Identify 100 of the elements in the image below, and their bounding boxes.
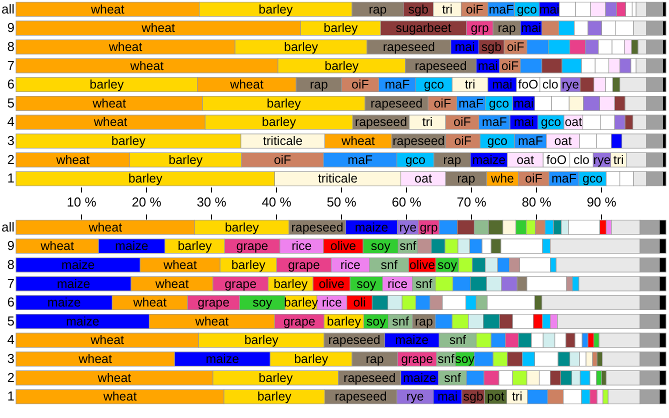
data-label: oiF [351, 78, 370, 92]
data-label: snf [416, 276, 433, 291]
data-label: wheat [90, 333, 125, 348]
data-label: maize [472, 152, 506, 167]
data-label: wheat [140, 21, 176, 36]
data-label: rap [457, 172, 476, 186]
data-label: oiF [525, 172, 543, 186]
data-label: foO [546, 152, 567, 167]
data-label: soy [366, 314, 387, 328]
data-label: barley [128, 172, 164, 186]
data-label: soy [370, 239, 392, 254]
data-label: grape [401, 352, 434, 366]
data-label: wheat [194, 314, 230, 328]
data-label: rap [366, 352, 384, 366]
x-tick-label: 20 % [132, 194, 162, 210]
y-tick-label: 6 [7, 294, 14, 310]
data-label: maize [395, 333, 429, 348]
data-label: barley [294, 352, 329, 366]
data-label: snf [400, 239, 417, 254]
data-label: tri [464, 78, 476, 92]
x-tick-label: 60 % [392, 194, 422, 210]
data-label: barley [224, 220, 260, 234]
y-tick-label: all [1, 219, 15, 234]
data-label: wheat [92, 115, 128, 130]
data-label: wheat [88, 220, 123, 234]
data-label: mai [514, 96, 534, 110]
data-label: barley [257, 390, 292, 404]
x-tick-label: 80 % [522, 194, 552, 210]
data-label: maF [488, 2, 514, 16]
y-tick-label: 1 [7, 388, 14, 404]
y-tick-label: 8 [7, 256, 14, 272]
data-label: oiF [466, 2, 484, 16]
data-label: maize [61, 258, 95, 272]
data-label: wheat [40, 239, 74, 254]
data-label: barley [284, 40, 319, 54]
y-tick-label: 1 [7, 170, 14, 186]
data-label: gco [424, 78, 444, 92]
data-label: oat [564, 115, 583, 130]
data-label: wheat [340, 134, 376, 148]
data-label: wheat [55, 152, 90, 167]
data-label: rye [593, 152, 611, 167]
data-label: barley [266, 96, 302, 110]
data-label: grape [198, 296, 230, 310]
y-tick-label: 7 [7, 58, 14, 73]
data-label: barley [178, 239, 213, 254]
data-label: rapeseed [414, 58, 467, 73]
data-label: oat [414, 172, 432, 186]
data-label: tri [512, 390, 522, 404]
y-tick-label: 2 [7, 152, 14, 167]
y-tick-label: 9 [7, 238, 14, 254]
data-label: gco [487, 134, 508, 148]
data-label: gco [540, 115, 562, 130]
data-label: rapeseed [328, 333, 380, 348]
data-label: sgb [408, 2, 428, 16]
data-label: triticale [318, 172, 358, 186]
x-tick-label: 50 % [326, 194, 357, 210]
data-label: maize [115, 239, 148, 254]
x-tick-label: 40 % [262, 194, 292, 210]
data-label: maize [47, 296, 81, 310]
data-label: soy [252, 296, 273, 310]
data-label: oli [353, 296, 366, 310]
y-tick-label: 7 [7, 276, 14, 291]
data-label: snf [380, 258, 398, 272]
data-label: triticale [263, 134, 303, 148]
data-label: barley [231, 258, 266, 272]
y-tick-label: all [1, 1, 15, 16]
data-label: wheat [78, 352, 113, 366]
data-label: rap [310, 78, 328, 92]
data-label: wheat [229, 78, 264, 92]
data-label: rapeseed [291, 220, 344, 234]
data-label: wheat [129, 58, 164, 73]
data-label: barley [258, 370, 294, 385]
y-tick-label: 5 [7, 95, 14, 110]
data-label: olive [318, 276, 344, 291]
data-label: maize [354, 220, 388, 234]
data-label: rye [562, 78, 580, 92]
data-label: gco [405, 152, 426, 167]
data-label: oat [554, 134, 572, 148]
x-tick-label: 30 % [196, 194, 227, 210]
data-label: snf [392, 314, 410, 328]
data-label: barley [168, 152, 204, 167]
data-label: mai [539, 2, 560, 16]
data-label: sugarbeet [396, 21, 452, 36]
data-label: gco [582, 172, 603, 186]
data-label: soy [455, 352, 476, 366]
data-label: wheat [132, 296, 168, 310]
data-label: maize [56, 276, 90, 291]
data-label: rap [443, 152, 462, 167]
data-label: grape [288, 258, 320, 272]
data-label: wheat [92, 96, 126, 110]
data-label: maize [206, 352, 240, 366]
data-label: rye [399, 220, 417, 234]
y-tick-label: 9 [7, 20, 14, 36]
data-label: wheat [96, 370, 132, 385]
data-label: grape [283, 314, 316, 328]
data-label: barley [324, 58, 360, 73]
data-label: maF [384, 78, 410, 92]
data-label: soy [438, 258, 458, 272]
data-label: gco [488, 96, 510, 110]
data-label: rapeseed [370, 96, 423, 110]
